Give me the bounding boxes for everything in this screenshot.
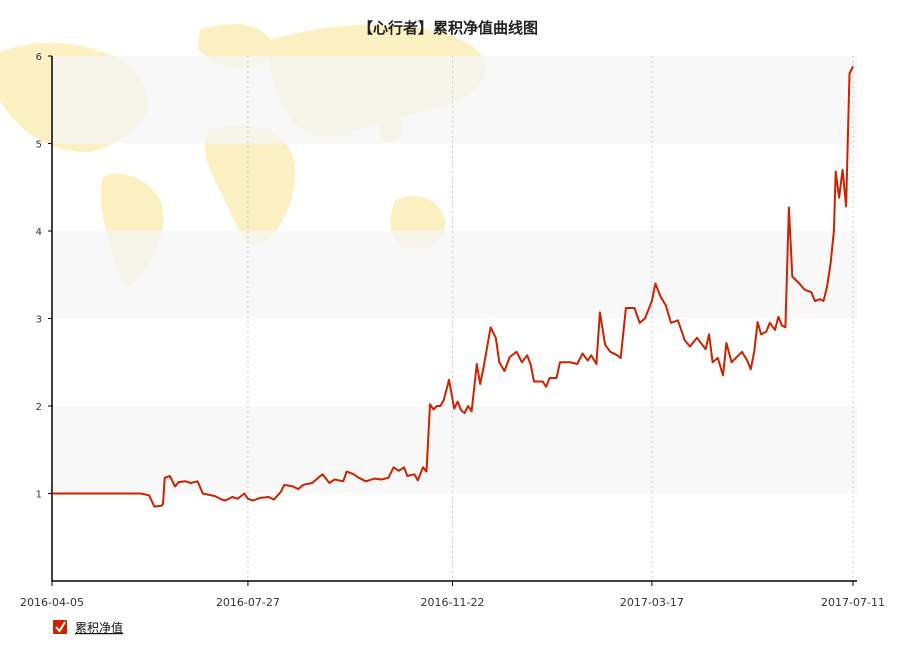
legend-label[interactable]: 累积净值 bbox=[75, 620, 123, 635]
y-tick-label: 6 bbox=[36, 52, 42, 63]
x-ticks: 2016-04-05 2016-07-27 2016-11-22 2017-03-17… bbox=[20, 581, 885, 609]
check-icon bbox=[55, 621, 66, 633]
legend[interactable]: 累积净值 bbox=[53, 620, 123, 635]
series-layer bbox=[52, 66, 854, 508]
grid-band bbox=[52, 406, 857, 494]
x-tick-label: 2017-07-11 bbox=[821, 596, 885, 609]
series-line bbox=[52, 66, 854, 508]
chart-title: 【心行者】累积净值曲线图 bbox=[358, 19, 538, 37]
grid-bands bbox=[52, 56, 857, 494]
x-tick-label: 2016-11-22 bbox=[421, 596, 485, 609]
x-tick-label: 2016-07-27 bbox=[216, 596, 280, 609]
y-tick-label: 3 bbox=[36, 315, 42, 326]
grid-band bbox=[52, 231, 857, 319]
y-tick-label: 1 bbox=[36, 490, 42, 501]
x-tick-label: 2016-04-05 bbox=[20, 596, 84, 609]
y-tick-label: 4 bbox=[36, 227, 42, 238]
y-tick-label: 2 bbox=[36, 402, 42, 413]
y-tick-label: 5 bbox=[36, 140, 42, 151]
y-ticks: 1 2 3 4 5 6 bbox=[36, 52, 52, 501]
x-tick-label: 2017-03-17 bbox=[620, 596, 684, 609]
grid-band bbox=[52, 56, 857, 144]
